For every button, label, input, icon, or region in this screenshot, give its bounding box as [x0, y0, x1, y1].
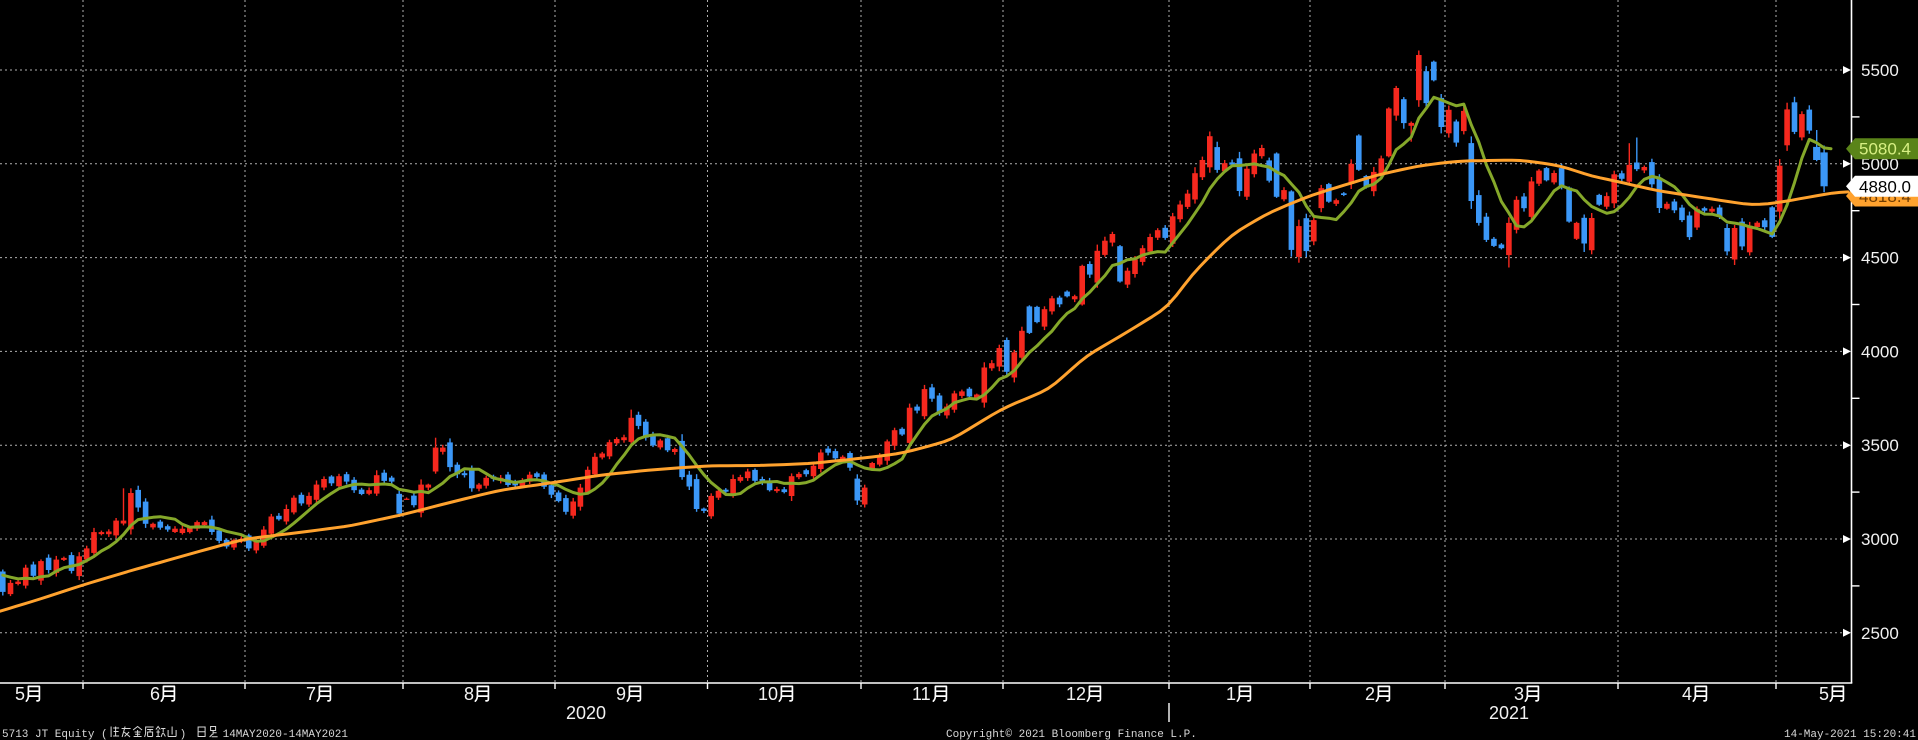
svg-text:3: 3 [1514, 684, 1524, 704]
svg-text:5: 5 [15, 684, 25, 704]
svg-text:3500: 3500 [1861, 436, 1899, 455]
svg-text:2021: 2021 [1489, 703, 1529, 723]
svg-text:5080.4: 5080.4 [1859, 140, 1911, 159]
svg-text:2500: 2500 [1861, 624, 1899, 643]
svg-text:5000: 5000 [1861, 155, 1899, 174]
svg-text:4880.0: 4880.0 [1859, 177, 1911, 196]
svg-text:1: 1 [1226, 684, 1236, 704]
svg-text:4500: 4500 [1861, 249, 1899, 268]
svg-text:2: 2 [1365, 684, 1375, 704]
svg-text:14-May-2021 15:20:41: 14-May-2021 15:20:41 [1784, 729, 1916, 740]
svg-text:6: 6 [150, 684, 160, 704]
svg-text:10: 10 [758, 684, 778, 704]
svg-text:3000: 3000 [1861, 530, 1899, 549]
svg-text:11: 11 [912, 684, 931, 704]
svg-text:7: 7 [306, 684, 316, 704]
svg-text:Copyright© 2021 Bloomberg Fina: Copyright© 2021 Bloomberg Finance L.P. [946, 729, 1197, 740]
svg-text:12: 12 [1066, 684, 1086, 704]
svg-text:14MAY2020-14MAY2021: 14MAY2020-14MAY2021 [223, 729, 349, 740]
svg-text:2020: 2020 [566, 703, 606, 723]
svg-text:): ) [180, 729, 187, 740]
svg-text:5500: 5500 [1861, 61, 1899, 80]
svg-text:5: 5 [1819, 684, 1829, 704]
svg-text:4: 4 [1682, 684, 1692, 704]
svg-text:8: 8 [464, 684, 474, 704]
svg-text:9: 9 [616, 684, 626, 704]
svg-text:5713 JT Equity (: 5713 JT Equity ( [2, 729, 108, 740]
svg-text:4000: 4000 [1861, 342, 1899, 361]
